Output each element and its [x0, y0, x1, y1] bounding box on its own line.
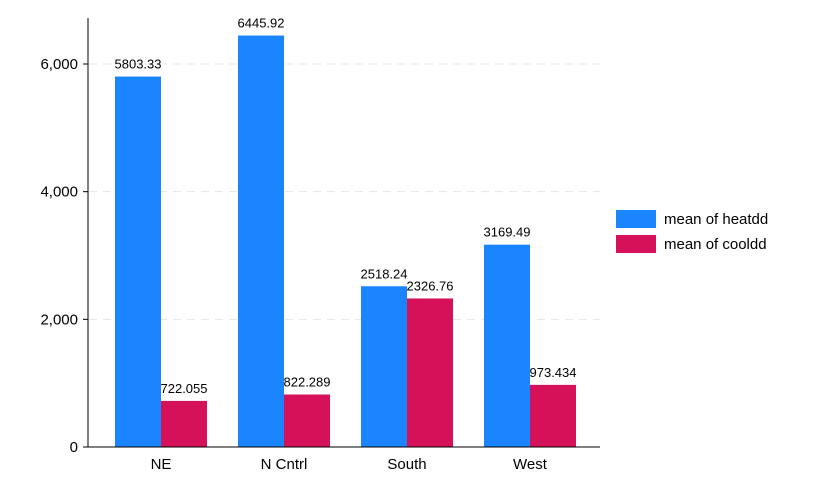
data-label: 722.055 — [161, 381, 208, 396]
bar — [407, 298, 453, 447]
bar — [115, 76, 161, 447]
data-label: 3169.49 — [484, 225, 531, 240]
y-tick-label: 2,000 — [40, 311, 78, 328]
legend-swatch — [616, 235, 656, 253]
legend: mean of heatdd mean of cooldd — [616, 210, 768, 253]
bar — [530, 384, 576, 447]
legend-label: mean of heatdd — [664, 211, 768, 228]
legend-swatch — [616, 210, 656, 228]
data-label: 5803.33 — [115, 57, 162, 72]
data-label: 6445.92 — [238, 16, 285, 31]
data-label: 2518.24 — [361, 266, 408, 281]
data-label: 2326.76 — [407, 278, 454, 293]
data-label: 822.289 — [284, 375, 331, 390]
bar — [284, 394, 330, 447]
axes: NE N Cntrl South West 0 2,000 4,000 6,000 — [40, 18, 600, 473]
x-tick-label: NE — [151, 456, 172, 473]
bar — [484, 244, 530, 447]
bars: 5803.33 722.055 6445.92 822.289 2518.242326.… — [115, 16, 577, 448]
x-tick-label: N Cntrl — [261, 456, 308, 473]
x-tick-label: South — [387, 456, 426, 473]
bar — [238, 35, 284, 448]
bar — [161, 400, 207, 447]
x-tick-label: West — [513, 456, 548, 473]
y-tick-label: 6,000 — [40, 56, 78, 73]
legend-label: mean of cooldd — [664, 236, 767, 253]
y-tick-label: 4,000 — [40, 184, 78, 201]
data-label: 973.434 — [530, 365, 577, 380]
bar — [361, 286, 407, 447]
y-tick-label: 0 — [70, 439, 78, 456]
